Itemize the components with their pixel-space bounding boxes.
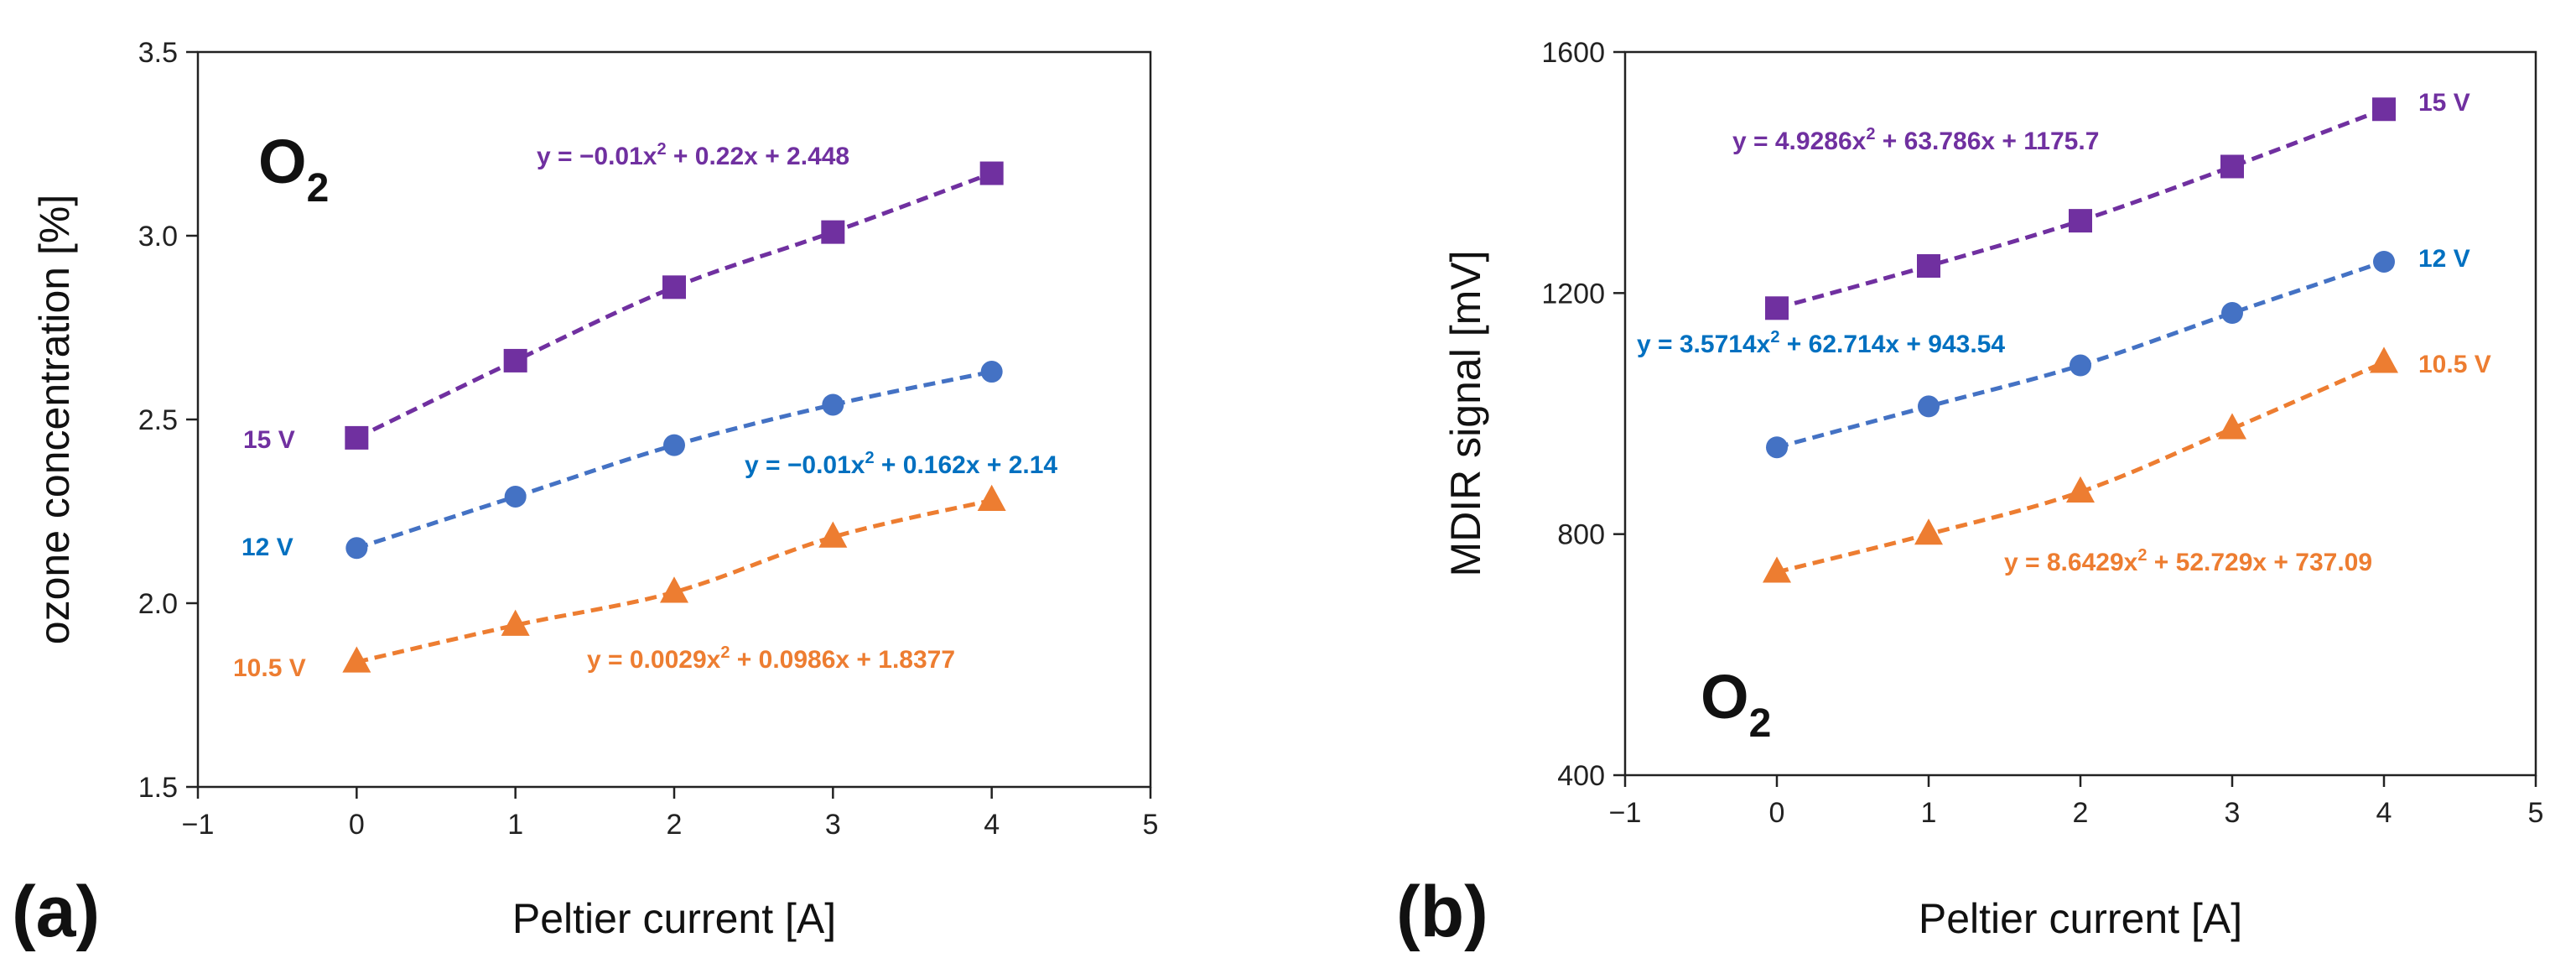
chart-b-y-tick-label: 1200: [1541, 278, 1605, 310]
chart-a-series-15-v-point-0: [345, 425, 369, 450]
chart-a-y-tick-label: 2.0: [138, 588, 178, 620]
chart-b-series-10-5-v-point-0: [1763, 556, 1791, 583]
chart-b-series-12-v-point-1: [1918, 395, 1940, 418]
chart-b-x-tick-label: 2: [2073, 797, 2089, 829]
chart-a-y-tick-label: 2.5: [138, 404, 178, 436]
chart-a-series-15-v-equation: y = −0.01x2 + 0.22x + 2.448: [537, 140, 849, 170]
panel-b-chart: −1 0 1 2 3 4 5 400 800 1200 1600 Peltier current [A…: [1396, 37, 2543, 952]
chart-b-y-axis-title: MDIR signal [mV]: [1442, 251, 1489, 577]
chart-a-y-axis-title: ozone concentration [%]: [31, 195, 78, 644]
chart-b-series-15-v-point-1: [1917, 254, 1940, 279]
chart-a-y-tick-label: 1.5: [138, 772, 178, 804]
chart-a-series-15-v-point-4: [979, 161, 1004, 185]
chart-b-series-12-v-equation: y = 3.5714x2 + 62.714x + 943.54: [1637, 328, 2005, 358]
chart-b-series-12-v-point-3: [2221, 302, 2243, 325]
chart-a-series-10-5-v-point-0: [342, 646, 371, 673]
chart-a-x-axis-title: Peltier current [A]: [512, 895, 836, 942]
chart-a-series-15-v-point-1: [503, 348, 527, 372]
chart-a-series-10-5-v: 10.5 V y = 0.0029x2 + 0.0986x + 1.8377: [233, 484, 1006, 682]
chart-a-gas-label: O2: [258, 127, 329, 211]
panel-a-chart: −1 0 1 2 3 4 5 1.5 2.0 2.5 3.0 3.5 Peltier current […: [12, 37, 1158, 952]
chart-a-series-15-v-point-2: [662, 275, 686, 299]
chart-a-x-tick-label: 5: [1143, 809, 1159, 841]
chart-b-series-15-v-point-4: [2372, 97, 2396, 122]
chart-a-series-12-v: 12 V y = −0.01x2 + 0.162x + 2.14: [242, 361, 1057, 561]
chart-a-series-12-v-label: 12 V: [242, 534, 293, 561]
chart-a-series-15-v-label: 15 V: [243, 426, 295, 454]
chart-a-series-12-v-point-3: [822, 393, 844, 416]
chart-a-series-10-5-v-point-3: [818, 521, 848, 548]
chart-a-series-12-v-point-0: [345, 537, 368, 560]
chart-b-series-15-v-equation: y = 4.9286x2 + 63.786x + 1175.7: [1732, 125, 2099, 155]
chart-a-series-15-v-trendline: [356, 171, 993, 440]
chart-b-x-tick-label: 5: [2528, 797, 2544, 829]
chart-a-series-10-5-v-point-2: [660, 576, 688, 603]
chart-b-series-10-5-v: 10.5 V y = 8.6429x2 + 52.729x + 737.09: [1763, 346, 2491, 583]
chart-b-series-10-5-v-trendline: [1776, 360, 2386, 575]
chart-a-series-15-v: 15 V y = −0.01x2 + 0.22x + 2.448: [243, 140, 1004, 454]
chart-b-series-15-v: 15 V y = 4.9286x2 + 63.786x + 1175.7: [1732, 89, 2470, 320]
chart-b-y-tick-label: 400: [1557, 760, 1605, 792]
chart-b-x-tick-label: 0: [1769, 797, 1785, 829]
chart-b-series-10-5-v-equation: y = 8.6429x2 + 52.729x + 737.09: [2004, 546, 2372, 576]
chart-a-series-10-5-v-point-1: [501, 609, 530, 636]
chart-a-series-12-v-point-2: [663, 434, 685, 456]
chart-a-series-10-5-v-point-4: [977, 484, 1006, 511]
chart-b-x-tick-label: 1: [1921, 797, 1937, 829]
chart-a-series-12-v-point-1: [504, 485, 527, 508]
chart-b-series-15-v-point-0: [1765, 296, 1789, 320]
chart-a-x-tick-label: 1: [507, 809, 523, 841]
chart-a-x-tick-label: 0: [349, 809, 365, 841]
chart-b-panel-label: (b): [1396, 872, 1488, 952]
chart-a-series-12-v-equation: y = −0.01x2 + 0.162x + 2.14: [745, 449, 1057, 479]
chart-b-series-10-5-v-point-4: [2370, 346, 2398, 373]
chart-b-x-tick-label: −1: [1609, 797, 1642, 829]
chart-b-series-10-5-v-label: 10.5 V: [2418, 351, 2491, 378]
chart-b-series-10-5-v-point-1: [1914, 518, 1943, 545]
chart-a-series-15-v-point-3: [821, 220, 845, 244]
chart-b-series-12-v-point-0: [1766, 436, 1788, 459]
chart-b-series-15-v-label: 15 V: [2418, 89, 2470, 117]
chart-b-series-15-v-point-3: [2220, 154, 2244, 179]
chart-a-series-12-v-point-4: [980, 361, 1003, 383]
chart-a-x-tick-label: 4: [984, 809, 1000, 841]
chart-b-x-tick-label: 3: [2225, 797, 2241, 829]
chart-a-x-tick-label: −1: [182, 809, 215, 841]
chart-b-y-tick-label: 1600: [1541, 37, 1605, 69]
chart-a-series-10-5-v-label: 10.5 V: [233, 654, 306, 682]
chart-b-x-axis-title: Peltier current [A]: [1919, 895, 2242, 942]
chart-b-series-15-v-point-2: [2069, 209, 2092, 233]
chart-b-gas-label: O2: [1701, 662, 1771, 746]
chart-b-series-12-v-label: 12 V: [2418, 245, 2470, 273]
chart-b-series-12-v: 12 V y = 3.5714x2 + 62.714x + 943.54: [1637, 245, 2470, 459]
chart-a-x-tick-label: 3: [825, 809, 841, 841]
chart-b-x-tick-label: 4: [2376, 797, 2392, 829]
chart-a-panel-label: (a): [12, 872, 100, 952]
chart-b-series-12-v-point-2: [2070, 354, 2091, 377]
chart-b-series-10-5-v-point-3: [2218, 413, 2246, 440]
chart-b-plot-frame: [1623, 50, 2537, 777]
chart-a-x-tick-label: 2: [667, 809, 683, 841]
chart-a-y-tick-label: 3.5: [138, 37, 178, 69]
chart-b-series-10-5-v-point-2: [2066, 476, 2095, 503]
chart-b-series-12-v-point-4: [2373, 250, 2395, 273]
chart-a-y-tick-label: 3.0: [138, 221, 178, 253]
chart-a-series-10-5-v-equation: y = 0.0029x2 + 0.0986x + 1.8377: [587, 643, 955, 674]
chart-b-y-tick-label: 800: [1557, 519, 1605, 551]
